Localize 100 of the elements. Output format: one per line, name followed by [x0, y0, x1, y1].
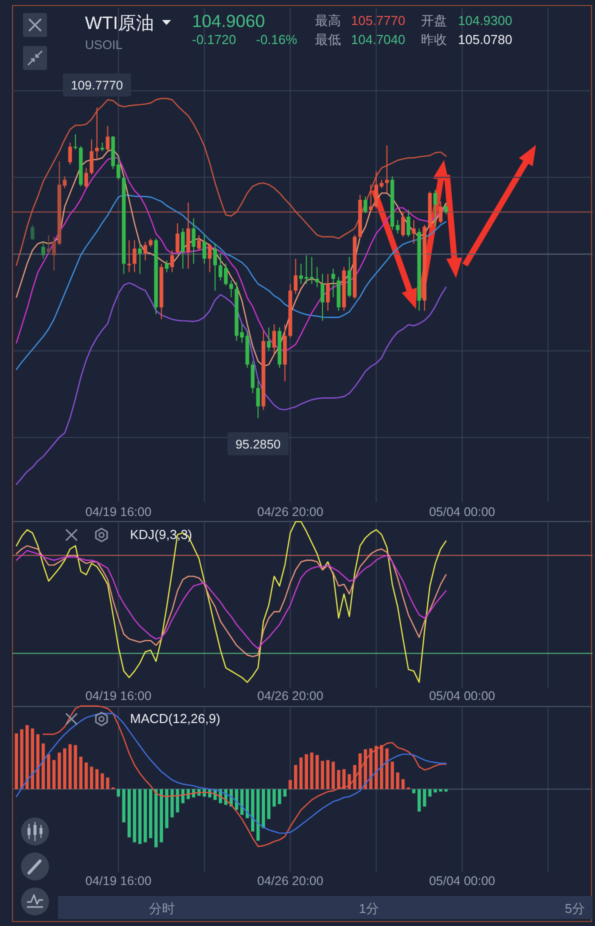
bar: [26, 725, 29, 790]
candlestick: [62, 176, 67, 189]
candlestick: [364, 196, 368, 214]
candlestick: [52, 236, 56, 271]
bar: [58, 752, 61, 790]
bar: [79, 756, 82, 790]
chart-title: MACD(12,26,9): [130, 711, 220, 726]
bar: [278, 789, 282, 804]
annotation: 最低: [315, 32, 341, 47]
candlestick: [250, 360, 255, 394]
candlestick: [320, 273, 324, 322]
bar: [46, 754, 50, 790]
annotation: -0.1720: [192, 32, 236, 47]
bar: [106, 777, 110, 790]
candlestick: [132, 240, 136, 273]
bar: [316, 755, 319, 790]
candlestick: [213, 243, 217, 292]
candlestick: [385, 144, 389, 194]
bar: [122, 789, 126, 822]
candlestick: [444, 203, 448, 215]
x-tick-label: 05/04 00:00: [429, 505, 496, 519]
candlestick: [106, 125, 110, 152]
bar: [246, 789, 249, 818]
candlestick: [90, 138, 94, 176]
bar: [422, 789, 426, 807]
annotation: 104.9060: [192, 11, 266, 31]
text: 1分: [358, 901, 380, 916]
bar: [84, 762, 88, 790]
x-tick-label: 04/26 20:00: [257, 874, 324, 888]
annotation: 昨收: [421, 32, 447, 47]
bar: [369, 748, 372, 790]
candlestick: [30, 224, 34, 240]
candlestick: [127, 240, 132, 273]
candlestick: [256, 380, 260, 419]
candlestick: [176, 222, 180, 254]
bar: [20, 729, 24, 790]
candlestick: [180, 228, 185, 270]
bar: [74, 745, 78, 790]
candlestick: [138, 243, 142, 274]
bar: [100, 773, 104, 790]
candlestick: [433, 189, 438, 228]
bar: [128, 789, 131, 838]
candlestick: [208, 243, 212, 273]
x-tick-label: 04/26 20:00: [257, 689, 324, 703]
candlestick: [331, 268, 336, 298]
bar: [14, 733, 18, 790]
bar: [288, 780, 292, 790]
bar: [374, 746, 378, 790]
bar: [68, 744, 72, 790]
bar: [132, 789, 136, 842]
bar: [412, 789, 416, 794]
annotation: -0.16%: [256, 32, 298, 47]
bar: [165, 789, 168, 828]
bar: [428, 789, 432, 797]
candlestick: [229, 280, 234, 298]
candlestick: [143, 241, 148, 261]
candlestick: [396, 220, 400, 234]
bar: [267, 789, 270, 820]
bar: [332, 762, 335, 790]
x-tick-label: 04/19 16:00: [85, 505, 152, 519]
bar: [444, 789, 448, 792]
bar: [396, 772, 400, 790]
candlestick: [406, 209, 410, 238]
candlestick: [368, 184, 373, 212]
bar: [390, 762, 394, 790]
bar: [304, 754, 308, 790]
bar: [294, 765, 298, 790]
bar: [149, 789, 152, 838]
candlestick: [202, 234, 206, 264]
candlestick: [412, 220, 416, 244]
text: 5分: [564, 901, 586, 916]
bar: [154, 789, 158, 848]
annotation: 95.2850: [235, 437, 281, 452]
candlestick: [46, 234, 50, 254]
bar: [95, 769, 99, 790]
candlestick: [192, 218, 196, 264]
candlestick: [170, 250, 174, 273]
chart-title: KDJ(9,3,3): [130, 527, 192, 542]
annotation: 105.0780: [458, 32, 512, 47]
x-tick-label: 05/04 00:00: [429, 874, 496, 888]
bar: [418, 789, 421, 812]
bar: [401, 779, 405, 790]
bar: [170, 789, 174, 818]
bar: [251, 789, 254, 832]
candlestick: [294, 258, 298, 295]
candlestick: [438, 200, 443, 224]
chart-title: WTI原油: [85, 13, 154, 33]
annotation: 104.9300: [458, 13, 512, 28]
bar: [90, 766, 94, 790]
bar: [272, 789, 276, 807]
annotation: 105.7770: [351, 13, 406, 28]
bar: [353, 765, 356, 790]
candlestick: [197, 234, 201, 251]
bar: [30, 728, 34, 790]
candlestick: [266, 326, 271, 352]
bar: [310, 752, 314, 790]
bar: [283, 789, 287, 797]
bar: [262, 789, 266, 828]
candlestick: [315, 266, 320, 288]
candlestick: [68, 142, 72, 166]
